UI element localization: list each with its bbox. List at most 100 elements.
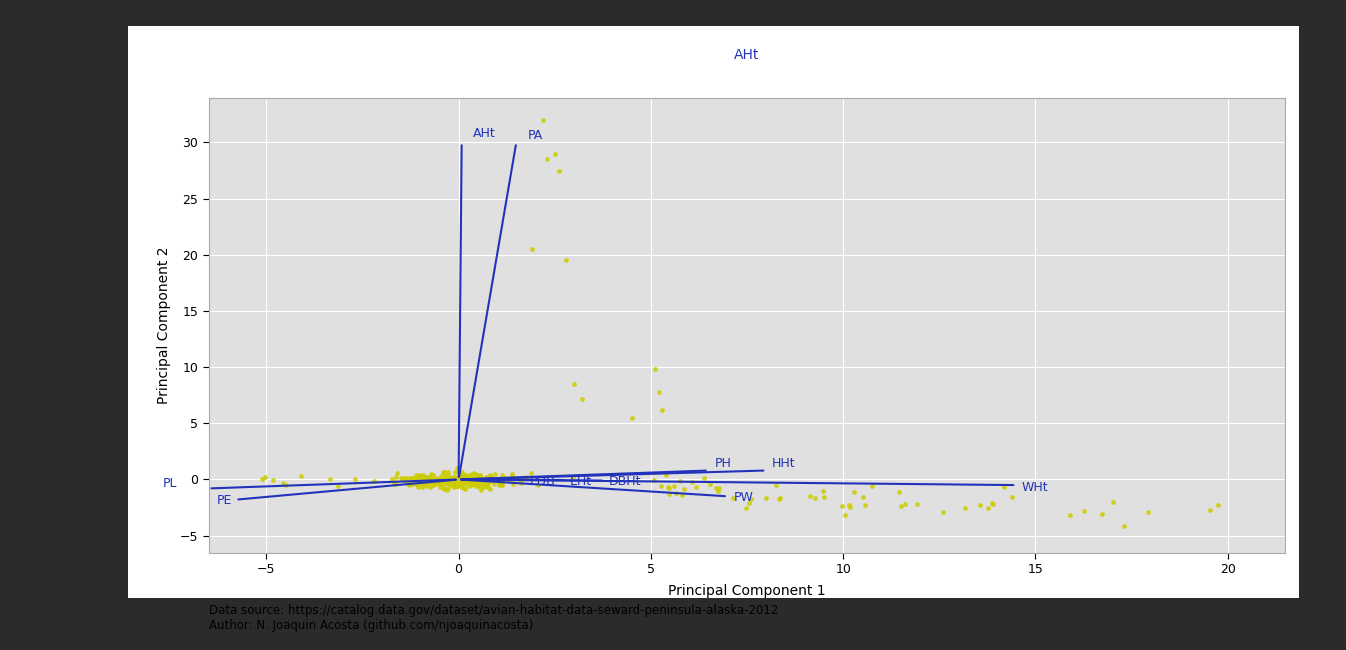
Point [1073,506,1094,516]
Point [528,480,549,491]
Text: PL: PL [163,477,176,490]
Point [700,479,721,489]
Point [406,479,428,489]
Point [415,474,436,484]
Point [433,484,455,494]
Point [363,475,385,486]
Point [888,487,910,497]
Point [455,474,476,485]
Point [479,476,501,486]
Point [455,469,476,480]
Text: Author: N. Joaquin Acosta (github.com/njoaquinacosta): Author: N. Joaquin Acosta (github.com/nj… [209,619,533,632]
Point [443,472,464,482]
Point [435,476,456,487]
Point [450,479,471,489]
Point [454,474,475,485]
Point [563,379,584,389]
Point [424,479,446,489]
Point [423,475,444,486]
Point [474,475,495,486]
Point [621,413,642,423]
Point [446,463,467,474]
Point [693,473,715,483]
Point [463,473,485,483]
Point [424,475,446,486]
Point [464,479,486,489]
Point [451,467,472,478]
Point [450,473,471,484]
Point [844,486,865,497]
Point [429,479,451,489]
Point [448,478,470,488]
Text: DBHt: DBHt [608,475,641,488]
Point [467,471,489,481]
Point [406,475,428,486]
Point [254,473,276,483]
Point [439,474,460,485]
Point [416,474,437,484]
Point [460,480,482,490]
Point [451,476,472,486]
Point [441,473,463,483]
Point [432,477,454,488]
Point [647,387,669,397]
Point [460,478,482,488]
Point [382,478,404,489]
Point [673,484,695,495]
Point [455,478,476,488]
Point [462,477,483,488]
Point [491,478,513,489]
Point [428,477,450,488]
Point [413,472,435,482]
Point [1113,521,1135,531]
Point [456,479,478,489]
Point [409,471,431,482]
Point [423,470,444,480]
Point [705,482,727,493]
Point [384,476,405,487]
Point [411,478,432,489]
Point [489,475,510,486]
Point [516,472,537,482]
Point [385,472,406,482]
Point [983,499,1004,510]
Point [672,489,693,500]
Point [408,482,429,493]
Point [658,483,680,493]
Point [431,478,452,488]
Point [433,475,455,486]
Point [429,478,451,488]
Point [420,469,441,480]
Point [416,478,437,488]
Point [489,480,510,490]
Point [855,500,876,510]
Point [417,475,439,486]
Point [894,499,915,509]
Point [981,498,1003,508]
Point [1001,491,1023,502]
Point [454,469,475,480]
Point [439,478,460,489]
Point [412,472,433,482]
Point [755,493,777,503]
Point [394,473,416,484]
Point [460,469,482,479]
Point [448,474,470,484]
Point [498,474,520,485]
Point [1102,497,1124,508]
Point [770,493,791,503]
Point [487,475,509,486]
Point [470,479,491,489]
Point [891,500,913,511]
Point [436,485,458,495]
Point [400,473,421,484]
Point [454,475,475,486]
Point [739,498,760,508]
Point [404,473,425,483]
Point [437,471,459,481]
Point [419,473,440,483]
Point [390,473,412,484]
Point [467,473,489,484]
Point [429,471,451,481]
Point [400,476,421,486]
